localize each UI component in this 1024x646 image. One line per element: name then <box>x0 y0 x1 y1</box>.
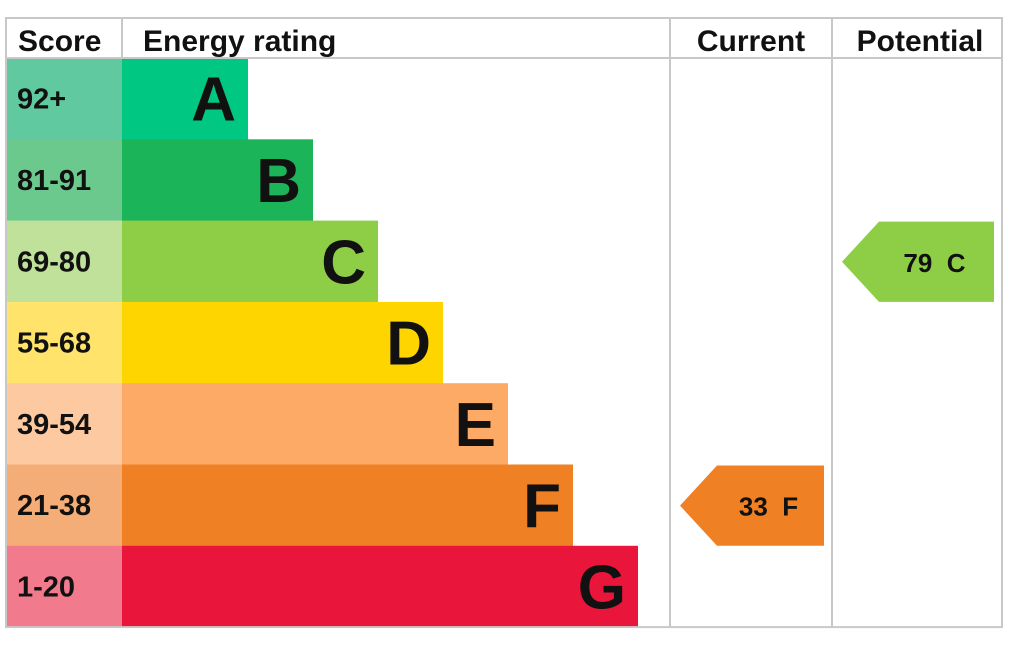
potential-rating-label: 79 C <box>903 248 965 278</box>
current-rating-label: 33 F <box>739 492 798 522</box>
score-label-e: 39-54 <box>17 409 91 441</box>
band-letter-c: C <box>321 228 366 297</box>
arrows-layer: 33 F 79 C <box>680 221 994 546</box>
band-bar-b <box>122 139 313 222</box>
score-cell-f <box>6 464 122 547</box>
header-potential: Potential <box>857 25 984 58</box>
band-bar-f <box>122 464 573 547</box>
header-score: Score <box>18 25 101 58</box>
bands-layer: 92+ A 81-91 B 69-80 C 55-68 D 39-54 E 21-38 F 1-20 G <box>6 58 638 628</box>
band-letter-e: E <box>455 391 496 460</box>
band-letter-g: G <box>578 553 626 622</box>
score-label-b: 81-91 <box>17 165 91 197</box>
score-cell-g <box>6 545 122 628</box>
score-label-g: 1-20 <box>17 571 75 603</box>
score-cell-a <box>6 58 122 140</box>
band-bar-d <box>122 301 443 384</box>
score-label-a: 92+ <box>17 84 66 116</box>
grid-layer <box>5 17 1003 629</box>
score-cell-e <box>6 383 122 465</box>
band-bar-c <box>122 220 378 303</box>
band-letter-d: D <box>386 310 431 379</box>
band-bar-e <box>122 383 508 465</box>
score-label-f: 21-38 <box>17 490 91 522</box>
band-bar-a <box>122 58 248 140</box>
current-arrow <box>680 465 824 546</box>
score-cell-b <box>6 139 122 222</box>
score-cell-c <box>6 220 122 303</box>
band-letter-f: F <box>523 472 561 541</box>
table-border <box>5 17 1003 629</box>
header-current: Current <box>697 25 805 58</box>
band-letter-b: B <box>256 147 301 216</box>
score-cell-d <box>6 301 122 384</box>
score-label-d: 55-68 <box>17 328 91 360</box>
header-energy-rating: Energy rating <box>143 25 336 58</box>
band-letter-a: A <box>191 66 236 135</box>
header-layer: Score Energy rating Current Potential <box>18 25 983 58</box>
potential-arrow <box>842 221 994 302</box>
score-label-c: 69-80 <box>17 246 91 278</box>
band-bar-g <box>122 545 638 628</box>
